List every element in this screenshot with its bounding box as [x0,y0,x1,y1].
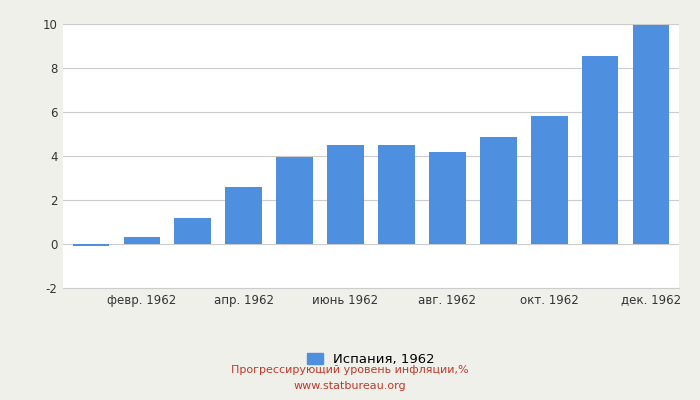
Bar [582,56,618,244]
Text: www.statbureau.org: www.statbureau.org [294,381,406,391]
Text: Прогрессирующий уровень инфляции,%: Прогрессирующий уровень инфляции,% [231,365,469,375]
Bar [124,238,160,244]
Bar [327,145,364,244]
Bar [531,116,568,244]
Bar [225,187,262,244]
Bar [174,218,211,244]
Bar [429,152,466,244]
Bar [73,244,109,246]
Legend: Испания, 1962: Испания, 1962 [307,353,435,366]
Bar [633,25,669,244]
Bar [276,157,313,244]
Bar [480,137,517,244]
Bar [378,145,415,244]
